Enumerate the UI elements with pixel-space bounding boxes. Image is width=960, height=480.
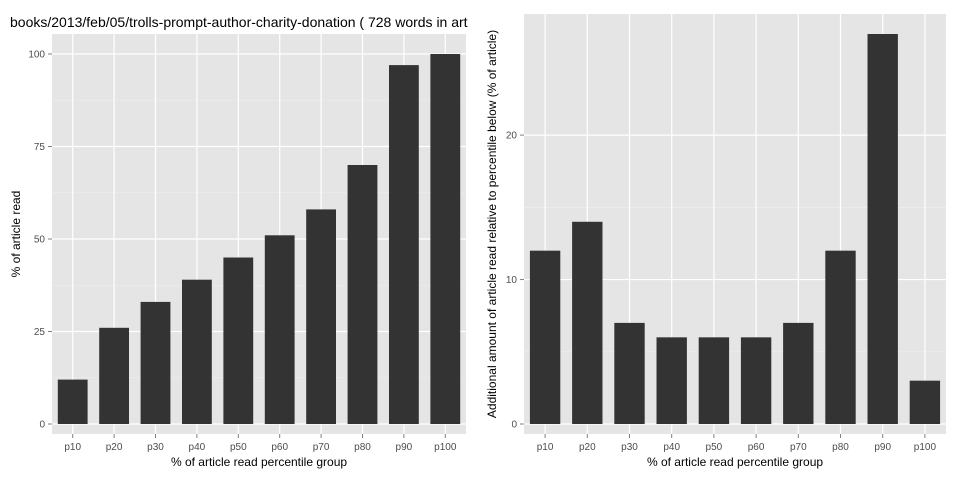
- x-tick-label: p80: [354, 442, 371, 453]
- bar-p10: [529, 250, 561, 424]
- bar-p30: [614, 322, 645, 424]
- x-tick-label: p90: [396, 442, 413, 453]
- x-tick-label: p20: [579, 442, 596, 453]
- x-tick-label: p70: [790, 442, 807, 453]
- bar-p80: [347, 165, 378, 424]
- right-bar-chart: 0 10 20 p10 p20 p30 p40 p50 p60 p70 p80 p90 p100 % of…: [485, 14, 946, 469]
- x-tick-label: p10: [64, 442, 81, 453]
- x-tick-label: p30: [147, 442, 164, 453]
- x-tick-label: p80: [832, 442, 849, 453]
- x-tick-label: p50: [706, 442, 723, 453]
- bar-p50: [698, 337, 730, 424]
- bar-p80: [825, 250, 856, 424]
- y-tick-label: 100: [28, 50, 45, 61]
- x-tick-label: p90: [874, 442, 891, 453]
- bar-p100: [909, 380, 941, 424]
- x-tick-label: p70: [313, 442, 330, 453]
- y-tick-label: 25: [34, 327, 46, 338]
- x-tick-label: p60: [748, 442, 765, 453]
- bar-p30: [140, 301, 171, 424]
- bar-p60: [740, 337, 772, 424]
- bar-p10: [57, 379, 88, 424]
- y-axis-title: Additional amount of article read relati…: [485, 30, 499, 418]
- bar-p40: [181, 279, 212, 424]
- x-tick-label: p40: [663, 442, 680, 453]
- bar-p90: [388, 65, 419, 424]
- bar-p40: [656, 337, 687, 424]
- y-tick-label: 75: [34, 142, 46, 153]
- figure-title: books/2013/feb/05/trolls-prompt-author-c…: [10, 14, 468, 30]
- y-tick-label: 10: [506, 275, 518, 286]
- bar-p50: [223, 257, 254, 424]
- x-tick-label: p100: [914, 442, 937, 453]
- x-axis-title: % of article read percentile group: [647, 455, 823, 469]
- y-axis-title: % of article read: [9, 191, 23, 278]
- x-tick-label: p50: [230, 442, 247, 453]
- bar-p90: [867, 34, 898, 424]
- bar-p100: [430, 54, 461, 424]
- y-tick-label: 50: [34, 235, 46, 246]
- left-bar-chart: 0 25 50 75 100 p10 p20 p30 p40 p50 p60 p70 p80 p90 p10…: [9, 34, 466, 469]
- y-tick-label: 0: [39, 420, 45, 431]
- bar-p60: [264, 235, 295, 424]
- y-tick-label: 20: [506, 131, 518, 142]
- x-tick-label: p30: [621, 442, 638, 453]
- x-tick-label: p20: [106, 442, 123, 453]
- x-tick-label: p100: [434, 442, 457, 453]
- x-tick-label: p10: [537, 442, 554, 453]
- bar-p20: [572, 221, 603, 424]
- y-tick-label: 0: [511, 420, 517, 431]
- bar-p20: [99, 327, 130, 424]
- x-tick-label: p40: [189, 442, 206, 453]
- bar-p70: [783, 322, 814, 424]
- x-axis-title: % of article read percentile group: [171, 455, 347, 469]
- x-tick-label: p60: [271, 442, 288, 453]
- bar-p70: [306, 209, 337, 424]
